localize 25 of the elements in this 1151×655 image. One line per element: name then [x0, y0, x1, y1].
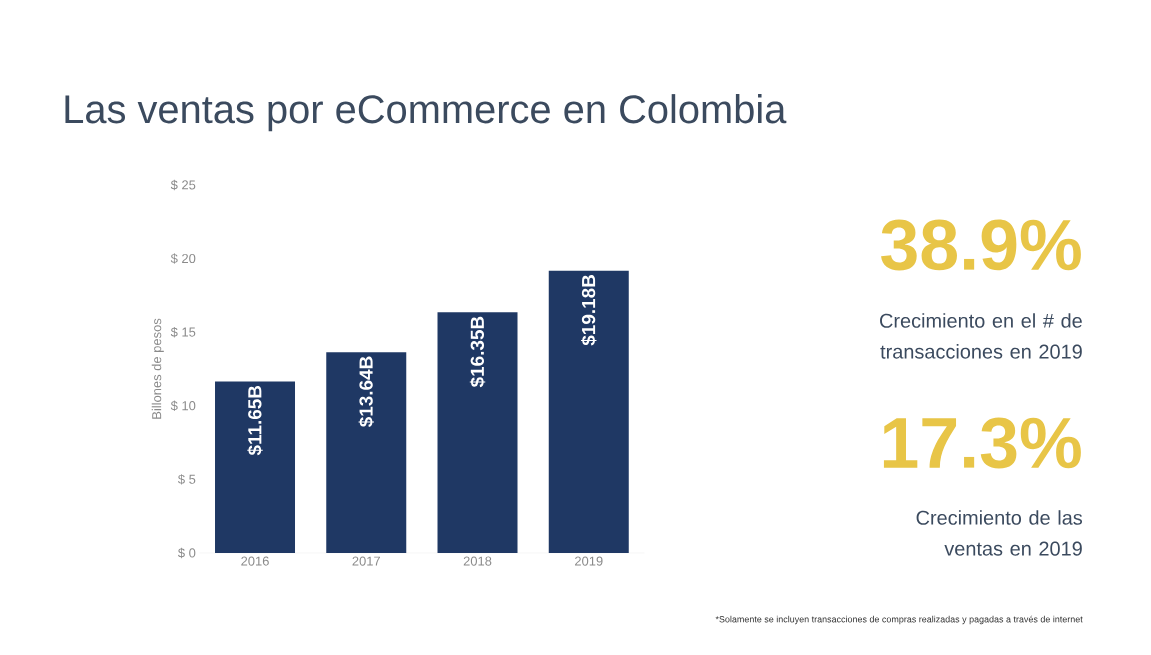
- bar: [548, 270, 629, 553]
- y-tick-label: $ 10: [170, 400, 196, 412]
- data-label: $16.35B: [469, 316, 486, 388]
- y-axis-title: Billones de pesos: [151, 318, 164, 419]
- x-tick-label: 2019: [575, 556, 603, 566]
- text: Crecimiento de las ventas en 2019: [916, 510, 1083, 556]
- x-tick-label: 2018: [463, 556, 492, 566]
- chart-title: Las ventas por eCommerce en Colombia: [65, 94, 787, 132]
- y-tick-label: $ 25: [170, 179, 196, 191]
- bar: [215, 381, 296, 553]
- text: 38.9%: [881, 219, 1081, 271]
- x-tick-label: 2017: [352, 556, 380, 566]
- bar: [326, 352, 407, 553]
- text: 17.3%: [883, 417, 1081, 469]
- y-tick-label: $ 20: [170, 253, 196, 264]
- text: Crecimiento en el # de transacciones en 2019: [880, 313, 1082, 359]
- y-tick-label: $ 15: [170, 326, 196, 338]
- data-label: $13.64B: [358, 356, 374, 428]
- text: *Solamente se incluyen transacciones de compras realizadas y pagadas a través de internet: [715, 615, 1083, 625]
- x-tick-label: 2016: [241, 556, 269, 566]
- y-tick-label: $ 0: [178, 547, 196, 559]
- data-label: $11.65B: [247, 385, 263, 456]
- bar: [437, 312, 518, 553]
- y-tick-label: $ 5: [178, 474, 196, 485]
- data-label: $19.18B: [581, 275, 597, 346]
